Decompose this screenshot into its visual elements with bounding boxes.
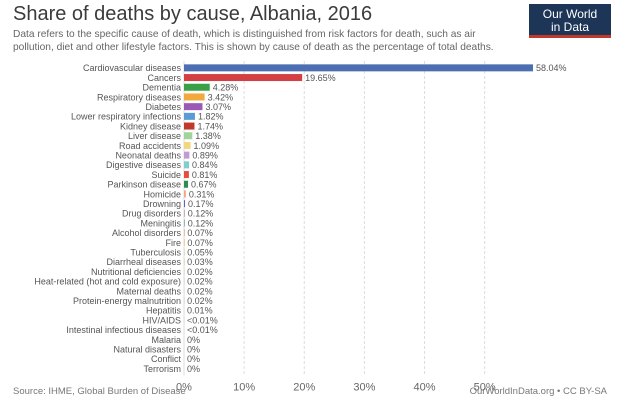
logo-line-1: Our World [542,7,598,21]
category-label: Cardiovascular diseases [83,63,182,73]
value-label: 0.31% [189,189,215,199]
chart-title: Share of deaths by cause, Albania, 2016 [13,3,373,25]
bar [184,161,190,169]
bar [184,112,195,120]
category-label: Protein-energy malnutrition [73,296,181,306]
value-label: 0.02% [187,277,213,287]
category-label: Intestinal infectious diseases [66,325,181,335]
credit-note[interactable]: OurWorldInData.org • CC BY-SA [469,386,607,397]
value-label: 0.02% [187,286,213,296]
category-label: Liver disease [128,131,181,141]
value-label: 4.28% [213,83,239,93]
x-tick-label: 20% [293,381,315,393]
value-label: 3.07% [205,102,231,112]
category-label: Tuberculosis [130,247,181,257]
category-label: Conflict [151,354,182,364]
category-label: Heat-related (hot and cold exposure) [34,277,181,287]
category-label: HIV/AIDS [142,315,181,325]
bar [184,209,185,217]
bar [184,141,191,149]
bar [184,171,189,179]
value-label: 0.02% [187,296,213,306]
chart-subtitle: Data refers to the specific cause of dea… [13,29,494,53]
category-label: Respiratory diseases [97,92,182,102]
value-label: 0.81% [192,170,218,180]
category-label: Fire [166,238,182,248]
x-tick-label: 10% [233,381,255,393]
bar [184,103,203,111]
bar [184,83,210,91]
bar [184,200,186,208]
value-label: 0.01% [187,306,213,316]
bar [184,122,195,130]
category-label: Cancers [147,73,181,83]
category-label: Terrorism [144,364,182,374]
category-label: Neonatal deaths [115,150,181,160]
value-label: 1.82% [198,112,224,122]
owid-logo[interactable]: Our World in Data [529,4,611,38]
x-tick-label: 30% [353,381,375,393]
value-label: 0.03% [187,257,213,267]
value-label: 0.12% [188,218,214,228]
value-label: 58.04% [536,63,567,73]
category-label: Drowning [143,199,181,209]
category-label: Digestive diseases [106,160,182,170]
category-label: Suicide [151,170,181,180]
category-label: Alcohol disorders [112,228,182,238]
bar [184,190,186,198]
value-label: 1.74% [197,121,223,131]
bar [184,219,185,227]
value-label: 3.42% [208,92,234,102]
category-label: Drug disorders [122,209,182,219]
value-label: <0.01% [187,315,218,325]
category-label: Homicide [143,189,181,199]
bar [184,151,190,159]
source-note[interactable]: Source: IHME, Global Burden of Disease [13,386,186,397]
value-label: 0.12% [188,209,214,219]
bar [184,93,205,101]
category-label: Kidney disease [120,121,181,131]
value-label: 0.05% [187,247,213,257]
x-tick-label: 50% [474,381,496,393]
category-label: Diarrheal diseases [106,257,181,267]
value-label: 0% [187,354,200,364]
logo-line-2: in Data [550,20,590,34]
category-label: Nutritional deficiencies [91,267,182,277]
category-label: Maternal deaths [116,286,181,296]
value-label: 0.67% [191,180,217,190]
bar [184,64,533,72]
value-label: <0.01% [187,325,218,335]
value-label: 0.07% [187,238,213,248]
x-tick-label: 0% [176,381,192,393]
value-label: 0.02% [187,267,213,277]
category-label: Lower respiratory infections [71,112,182,122]
bar [184,74,303,82]
value-label: 0.07% [187,228,213,238]
category-label: Hepatitis [146,306,182,316]
bar [184,180,189,188]
value-label: 19.65% [305,73,336,83]
category-label: Diabetes [145,102,181,112]
value-label: 0% [187,364,200,374]
value-label: 1.09% [194,141,220,151]
category-label: Natural disasters [113,344,181,354]
category-label: Road accidents [119,141,182,151]
value-label: 0% [187,335,200,345]
category-label: Dementia [142,83,181,93]
value-label: 0.17% [188,199,214,209]
category-label: Meningitis [140,218,181,228]
value-label: 0% [187,344,200,354]
value-label: 0.89% [192,150,218,160]
category-label: Malaria [151,335,181,345]
category-label: Parkinson disease [107,180,181,190]
value-label: 1.38% [195,131,221,141]
value-label: 0.84% [192,160,218,170]
x-tick-label: 40% [414,381,436,393]
bar [184,132,193,140]
